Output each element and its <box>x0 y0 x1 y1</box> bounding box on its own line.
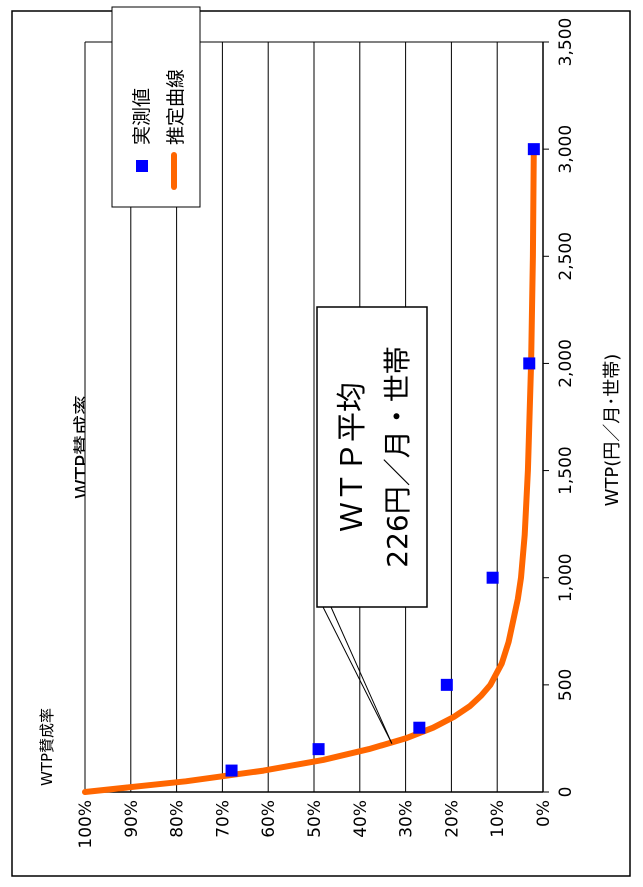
legend-box <box>111 6 201 208</box>
y-tick-label: 80% <box>168 800 188 838</box>
annotation-leader-line <box>322 606 393 744</box>
y-tick-label: 90% <box>122 800 142 838</box>
y-tick-label: 40% <box>351 800 371 838</box>
legend-marker-measured <box>136 160 148 172</box>
y-tick-label: 50% <box>305 800 325 838</box>
x-tick-label: 1,500 <box>556 446 576 495</box>
x-tick-label: 3,500 <box>556 18 576 67</box>
y-tick-label: 20% <box>442 800 462 838</box>
y-tick-label: 0% <box>534 800 554 827</box>
data-point-measured <box>440 678 453 691</box>
annotation-box <box>316 306 428 608</box>
x-tick-label: 2,500 <box>556 232 576 281</box>
y-tick-label: 10% <box>488 800 508 838</box>
x-tick-label: 500 <box>556 669 576 701</box>
data-point-measured <box>527 143 540 156</box>
data-point-measured <box>225 764 238 777</box>
y-tick-label: 60% <box>259 800 279 838</box>
x-tick-label: 0 <box>556 787 576 798</box>
annotation-line-1: ＷＴＰ平均 <box>335 382 370 532</box>
data-point-measured <box>413 721 426 734</box>
y-tick-label: 100% <box>76 800 96 849</box>
x-tick-label: 3,000 <box>556 125 576 174</box>
plot-area: 0% 10% 20% 30% 40% 50% 60% 70% 80% 90% 100% 0 500 1,0… <box>76 6 576 849</box>
y-tick-label: 70% <box>213 800 233 838</box>
annotation-line-2: 226円／月・世帯 <box>381 346 414 567</box>
x-tick-label: 2,000 <box>556 339 576 388</box>
legend-label-estimated: 推定曲線 <box>165 69 187 145</box>
data-point-measured <box>312 743 325 756</box>
y-axis-title: WTP賛成率 <box>38 708 56 786</box>
series-line-estimated-curve <box>82 146 537 795</box>
data-point-measured <box>486 571 499 584</box>
legend-label-measured: 実測値 <box>131 88 153 145</box>
y-tick-label: 30% <box>397 800 417 838</box>
x-axis-title: WTP(円／月･世帯) <box>602 354 623 507</box>
data-point-measured <box>523 357 536 370</box>
annotation-leader-line <box>330 606 393 744</box>
x-tick-label: 1,000 <box>556 553 576 602</box>
